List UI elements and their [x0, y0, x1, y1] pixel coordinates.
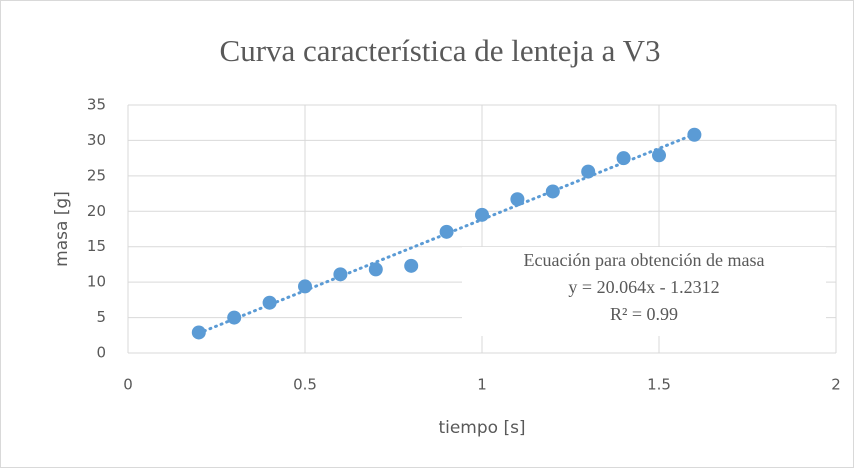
point — [439, 224, 454, 239]
y-tick-label: 20 — [87, 202, 106, 220]
x-tick-label: 2 — [831, 376, 841, 394]
y-tick-label: 25 — [87, 166, 106, 184]
y-axis-label: masa [g] — [52, 191, 72, 267]
y-tick-label: 5 — [96, 308, 106, 326]
annotation-box — [462, 247, 826, 336]
y-tick-label: 0 — [96, 344, 106, 362]
point — [475, 207, 489, 222]
point — [404, 258, 419, 273]
y-tick-label: 35 — [87, 96, 106, 114]
point — [581, 164, 596, 179]
point — [368, 262, 383, 277]
point — [333, 267, 348, 282]
x-tick-label: 1 — [477, 376, 487, 394]
point — [652, 148, 666, 163]
x-tick-label: 1.5 — [647, 376, 671, 394]
point — [262, 295, 277, 310]
chart-title: Curva característica de lenteja a V3 — [220, 33, 661, 68]
point — [298, 279, 312, 294]
x-axis-label: tiempo [s] — [438, 418, 525, 438]
point — [227, 310, 242, 325]
annotation: Ecuación para obtención de masa — [524, 250, 765, 270]
y-tick-label: 10 — [87, 273, 106, 291]
point — [510, 192, 525, 207]
x-tick-label: 0 — [123, 376, 133, 394]
y-tick-label: 30 — [87, 131, 106, 149]
point — [687, 127, 702, 142]
x-tick-label: 0.5 — [293, 376, 317, 394]
y-tick-label: 15 — [87, 237, 106, 255]
trendline — [197, 132, 696, 335]
annotation: R² = 0.99 — [610, 304, 678, 324]
point — [191, 325, 206, 340]
annotation: y = 20.064x - 1.2312 — [568, 277, 719, 297]
point — [545, 184, 560, 199]
point — [616, 151, 631, 166]
